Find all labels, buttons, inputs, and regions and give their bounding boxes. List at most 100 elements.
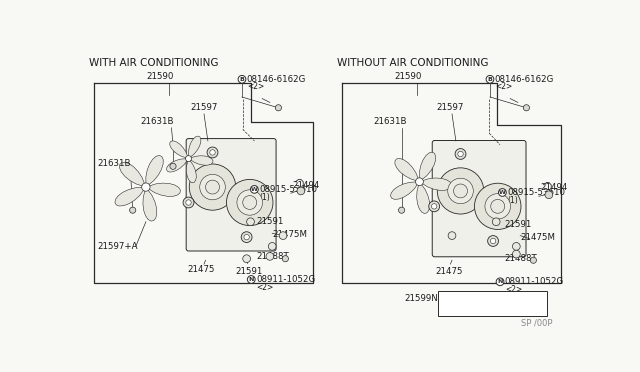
Circle shape: [399, 207, 404, 213]
Text: SP /00P: SP /00P: [521, 319, 553, 328]
Polygon shape: [170, 141, 189, 158]
Text: 21488T: 21488T: [257, 252, 289, 261]
Circle shape: [491, 199, 505, 213]
Text: •  •  •  •: • • • •: [509, 305, 530, 311]
Text: 21631B: 21631B: [97, 160, 131, 169]
Polygon shape: [189, 136, 201, 158]
Circle shape: [485, 194, 511, 219]
Polygon shape: [120, 162, 146, 187]
Circle shape: [486, 76, 494, 83]
Circle shape: [496, 278, 504, 286]
Text: WITH AIR CONDITIONING: WITH AIR CONDITIONING: [90, 58, 219, 68]
Polygon shape: [419, 152, 436, 182]
Circle shape: [207, 147, 218, 158]
Text: 08146-6162G: 08146-6162G: [246, 75, 306, 84]
Circle shape: [448, 178, 474, 203]
Circle shape: [170, 163, 176, 169]
Circle shape: [243, 255, 250, 263]
Polygon shape: [143, 187, 157, 221]
Text: (1): (1): [260, 193, 271, 202]
Circle shape: [437, 168, 484, 214]
Circle shape: [275, 105, 282, 111]
Circle shape: [129, 207, 136, 213]
Text: 08915-53610: 08915-53610: [259, 185, 317, 194]
Circle shape: [266, 253, 274, 260]
Text: 21590: 21590: [394, 73, 421, 81]
Polygon shape: [186, 158, 196, 183]
Circle shape: [183, 197, 194, 208]
Circle shape: [474, 183, 521, 230]
Circle shape: [248, 276, 255, 283]
Circle shape: [244, 234, 250, 240]
Circle shape: [492, 218, 500, 225]
Circle shape: [205, 180, 220, 194]
Circle shape: [458, 151, 463, 157]
Polygon shape: [146, 155, 163, 187]
Polygon shape: [419, 178, 452, 190]
Circle shape: [227, 179, 273, 225]
Text: 21494: 21494: [292, 181, 320, 190]
Circle shape: [545, 191, 553, 199]
Circle shape: [186, 155, 191, 161]
Circle shape: [279, 232, 287, 240]
Text: 21631B: 21631B: [140, 117, 174, 126]
Text: B: B: [488, 77, 492, 82]
Text: 08915-53610: 08915-53610: [507, 188, 565, 197]
FancyBboxPatch shape: [438, 291, 547, 316]
Text: 21475M: 21475M: [520, 232, 556, 242]
Polygon shape: [189, 156, 213, 165]
Polygon shape: [390, 182, 419, 199]
Circle shape: [490, 238, 496, 244]
Text: 21597: 21597: [190, 103, 218, 112]
Text: W: W: [251, 187, 258, 192]
Text: <2>: <2>: [495, 83, 513, 92]
Polygon shape: [115, 187, 146, 206]
Circle shape: [237, 190, 262, 215]
Circle shape: [488, 235, 499, 246]
Text: 21591: 21591: [257, 217, 284, 226]
Circle shape: [243, 196, 257, 209]
Circle shape: [241, 232, 252, 243]
Circle shape: [415, 178, 423, 186]
Text: 21488T: 21488T: [505, 254, 538, 263]
Text: (1): (1): [508, 196, 518, 205]
Text: N: N: [497, 279, 503, 284]
Circle shape: [448, 232, 456, 240]
Circle shape: [268, 243, 276, 250]
Text: 21597+A: 21597+A: [97, 242, 138, 251]
Circle shape: [297, 187, 305, 195]
Circle shape: [246, 218, 254, 225]
Text: ⚠ MISE EN GARDE: ⚠ MISE EN GARDE: [494, 295, 545, 300]
Text: N: N: [248, 277, 254, 282]
Circle shape: [200, 174, 225, 200]
Circle shape: [455, 148, 466, 159]
Text: 21631B: 21631B: [373, 117, 406, 126]
Circle shape: [431, 203, 437, 209]
Text: W: W: [499, 190, 506, 195]
Circle shape: [429, 201, 440, 212]
Text: 21599N—: 21599N—: [404, 294, 446, 303]
Circle shape: [454, 184, 467, 198]
Text: 21597: 21597: [436, 103, 464, 112]
Text: 21494: 21494: [540, 183, 568, 192]
Text: 21591: 21591: [235, 267, 262, 276]
Circle shape: [499, 189, 506, 196]
Text: 21475: 21475: [435, 267, 463, 276]
Circle shape: [250, 186, 259, 193]
Text: 21475M: 21475M: [272, 230, 307, 239]
Circle shape: [513, 243, 520, 250]
Text: ⚠ CAUTION: ⚠ CAUTION: [447, 295, 483, 300]
Circle shape: [282, 256, 289, 262]
Polygon shape: [417, 182, 429, 214]
FancyBboxPatch shape: [186, 139, 276, 251]
FancyBboxPatch shape: [432, 141, 526, 257]
Text: 08911-1052G: 08911-1052G: [505, 277, 564, 286]
Text: 21591: 21591: [505, 219, 532, 228]
Circle shape: [186, 200, 191, 205]
Circle shape: [513, 250, 520, 258]
Circle shape: [524, 105, 529, 111]
Polygon shape: [146, 183, 180, 196]
Text: 21590: 21590: [146, 73, 173, 81]
Text: 08146-6162G: 08146-6162G: [495, 75, 554, 84]
Text: 21475: 21475: [187, 265, 214, 274]
